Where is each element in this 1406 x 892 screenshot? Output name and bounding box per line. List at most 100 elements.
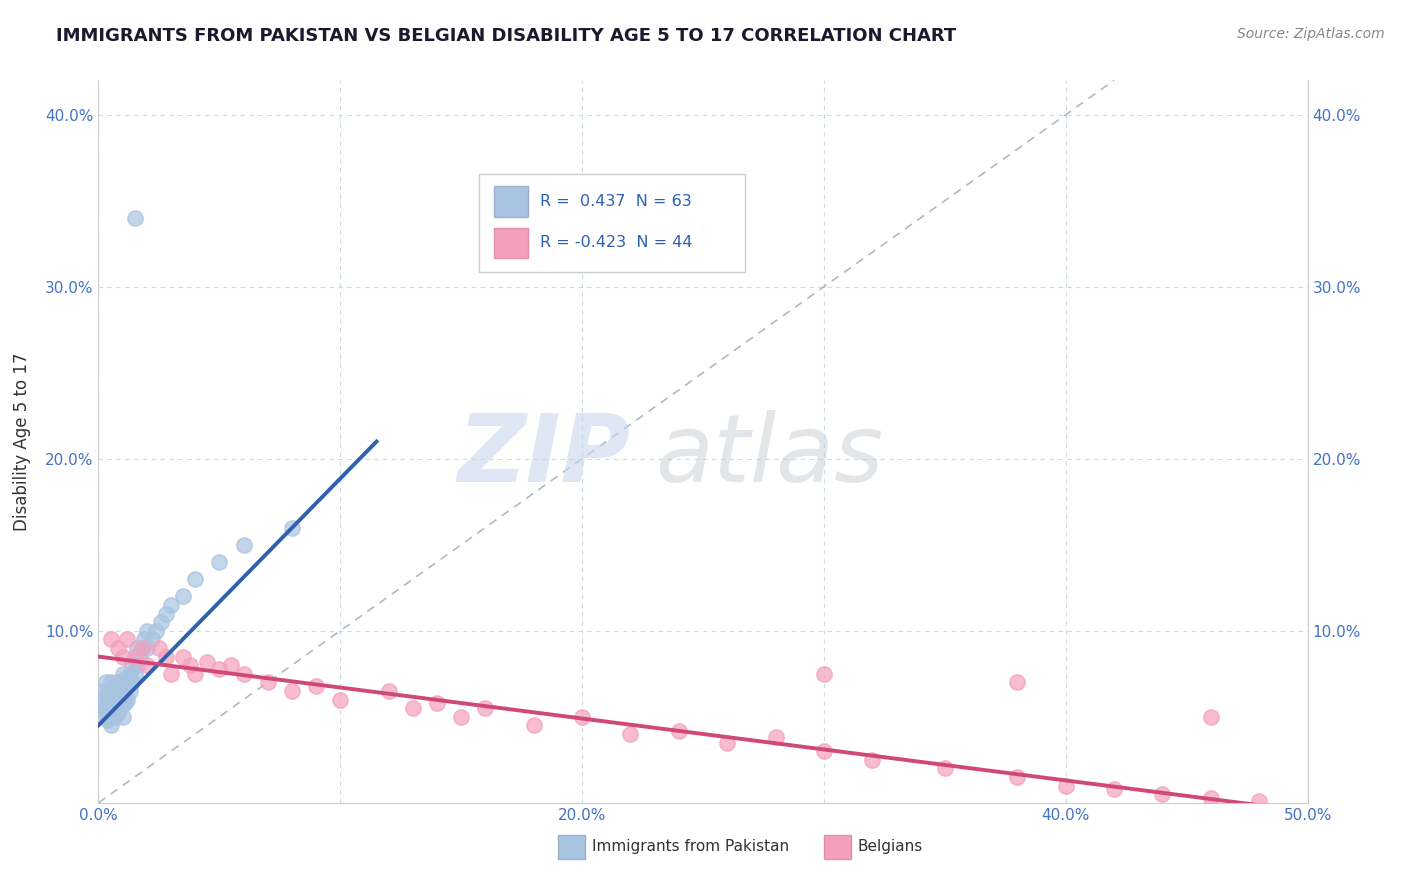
- Point: [118, 684, 141, 698]
- Point: [160, 598, 183, 612]
- Text: ZIP: ZIP: [457, 410, 630, 502]
- Point: [124, 666, 146, 681]
- FancyBboxPatch shape: [479, 174, 745, 272]
- Point: [118, 666, 141, 681]
- Point: [208, 555, 231, 569]
- Point: [155, 649, 177, 664]
- Point: [101, 701, 124, 715]
- Point: [104, 701, 127, 715]
- Point: [668, 723, 690, 738]
- Point: [172, 590, 194, 604]
- Point: [91, 692, 114, 706]
- Point: [1102, 782, 1125, 797]
- Point: [100, 701, 122, 715]
- Point: [121, 658, 143, 673]
- Point: [97, 706, 120, 721]
- Point: [281, 684, 304, 698]
- Point: [135, 624, 157, 638]
- Point: [101, 710, 124, 724]
- Point: [232, 666, 254, 681]
- Point: [208, 662, 231, 676]
- Point: [1249, 794, 1271, 808]
- Point: [108, 675, 131, 690]
- Point: [377, 684, 399, 698]
- Point: [619, 727, 641, 741]
- Point: [148, 640, 170, 655]
- Point: [117, 632, 139, 647]
- Point: [104, 710, 127, 724]
- Point: [426, 696, 449, 710]
- Point: [1054, 779, 1077, 793]
- Text: Source: ZipAtlas.com: Source: ZipAtlas.com: [1237, 27, 1385, 41]
- Point: [160, 666, 183, 681]
- Point: [101, 684, 124, 698]
- Point: [184, 572, 207, 586]
- Point: [104, 679, 127, 693]
- Point: [716, 735, 738, 749]
- Point: [128, 649, 150, 664]
- Point: [934, 761, 956, 775]
- Point: [111, 710, 134, 724]
- Point: [1152, 787, 1174, 801]
- Point: [107, 706, 129, 721]
- Point: [91, 684, 114, 698]
- Text: Belgians: Belgians: [858, 838, 922, 854]
- Point: [571, 710, 593, 724]
- Point: [145, 624, 167, 638]
- Point: [111, 696, 134, 710]
- Point: [141, 632, 163, 647]
- Point: [108, 701, 131, 715]
- Point: [94, 675, 117, 690]
- Point: [101, 692, 124, 706]
- FancyBboxPatch shape: [558, 835, 585, 859]
- Point: [1199, 710, 1222, 724]
- Point: [107, 675, 129, 690]
- Point: [150, 615, 173, 630]
- Point: [195, 655, 218, 669]
- Text: R =  0.437  N = 63: R = 0.437 N = 63: [540, 194, 692, 209]
- Point: [100, 632, 122, 647]
- Text: Immigrants from Pakistan: Immigrants from Pakistan: [592, 838, 789, 854]
- Point: [1007, 675, 1029, 690]
- Point: [114, 684, 136, 698]
- Point: [135, 640, 157, 655]
- Point: [90, 701, 112, 715]
- Text: R = -0.423  N = 44: R = -0.423 N = 44: [540, 235, 692, 251]
- Point: [111, 649, 134, 664]
- Point: [813, 744, 835, 758]
- Text: atlas: atlas: [655, 410, 883, 501]
- Point: [1199, 790, 1222, 805]
- Point: [813, 666, 835, 681]
- Point: [179, 658, 201, 673]
- Point: [100, 710, 122, 724]
- Point: [172, 649, 194, 664]
- Point: [97, 684, 120, 698]
- Text: IMMIGRANTS FROM PAKISTAN VS BELGIAN DISABILITY AGE 5 TO 17 CORRELATION CHART: IMMIGRANTS FROM PAKISTAN VS BELGIAN DISA…: [56, 27, 956, 45]
- Point: [127, 640, 149, 655]
- Point: [100, 692, 122, 706]
- Point: [114, 672, 136, 686]
- Point: [523, 718, 546, 732]
- Point: [124, 211, 146, 225]
- Point: [765, 731, 787, 745]
- Point: [860, 753, 883, 767]
- Point: [155, 607, 177, 621]
- Point: [134, 632, 156, 647]
- Point: [131, 640, 153, 655]
- Point: [232, 538, 254, 552]
- Point: [450, 710, 472, 724]
- Point: [100, 675, 122, 690]
- Point: [474, 701, 496, 715]
- Point: [104, 692, 127, 706]
- Point: [127, 658, 149, 673]
- Point: [100, 718, 122, 732]
- Point: [124, 649, 146, 664]
- Point: [256, 675, 278, 690]
- Point: [111, 684, 134, 698]
- Point: [107, 640, 129, 655]
- Point: [1007, 770, 1029, 784]
- Point: [117, 675, 139, 690]
- Point: [97, 713, 120, 727]
- FancyBboxPatch shape: [824, 835, 851, 859]
- Point: [184, 666, 207, 681]
